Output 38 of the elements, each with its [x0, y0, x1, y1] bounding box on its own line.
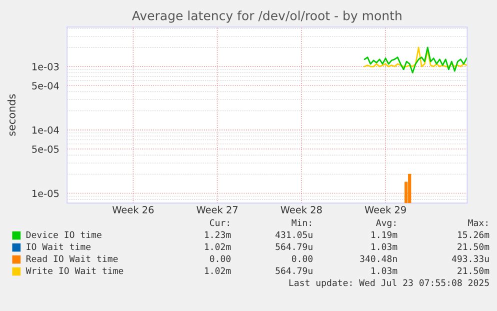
- y-tick-label: 1e-03: [32, 63, 59, 70]
- y-tick-label: 1e-05: [32, 190, 59, 198]
- text: 21.50m: [458, 243, 490, 250]
- text: 1.02m: [205, 267, 231, 274]
- text: 564.79u: [276, 267, 312, 274]
- text: 1.03m: [372, 267, 398, 274]
- text: 1.02m: [205, 243, 231, 250]
- x-tick-label: Week 27: [196, 206, 238, 214]
- text: 431.05u: [276, 231, 312, 238]
- y-tick-label: 5e-04: [32, 82, 59, 90]
- text: Avg:: [376, 219, 396, 228]
- text: Cur:: [210, 219, 229, 226]
- text: 1.19m: [372, 231, 398, 238]
- legend-label: Write IO Wait time: [26, 267, 124, 274]
- text: Max:: [468, 219, 488, 226]
- chart-title: Average latency for /dev/ol/root - by month: [132, 10, 402, 23]
- text: 0.00: [292, 255, 313, 262]
- line-series: [364, 46, 468, 68]
- text: 1.03m: [372, 243, 398, 250]
- text: 564.79u: [276, 243, 312, 250]
- x-tick-label: Week 28: [280, 206, 322, 214]
- text: 15.26m: [458, 231, 490, 238]
- y-tick-label: 1e-04: [32, 126, 59, 134]
- legend-label: Read IO Wait time: [26, 255, 118, 262]
- text: 340.48n: [360, 255, 397, 262]
- y-axis-title: seconds: [7, 94, 16, 136]
- text: 1.23m: [205, 231, 231, 238]
- legend-label: Device IO time: [26, 231, 102, 238]
- legend-label: IO Wait time: [26, 243, 91, 250]
- x-tick-label: Week 26: [112, 206, 154, 214]
- text: 493.33u: [452, 255, 489, 262]
- text: Last update: Wed Jul 23 07:55:08 2025: [289, 279, 489, 288]
- x-tick-label: Week 29: [364, 206, 406, 214]
- text: Min:: [292, 219, 311, 226]
- text: 21.50m: [458, 267, 490, 274]
- line-series: [364, 46, 468, 74]
- y-tick-label: 5e-05: [32, 145, 59, 153]
- text: 0.00: [210, 255, 231, 262]
